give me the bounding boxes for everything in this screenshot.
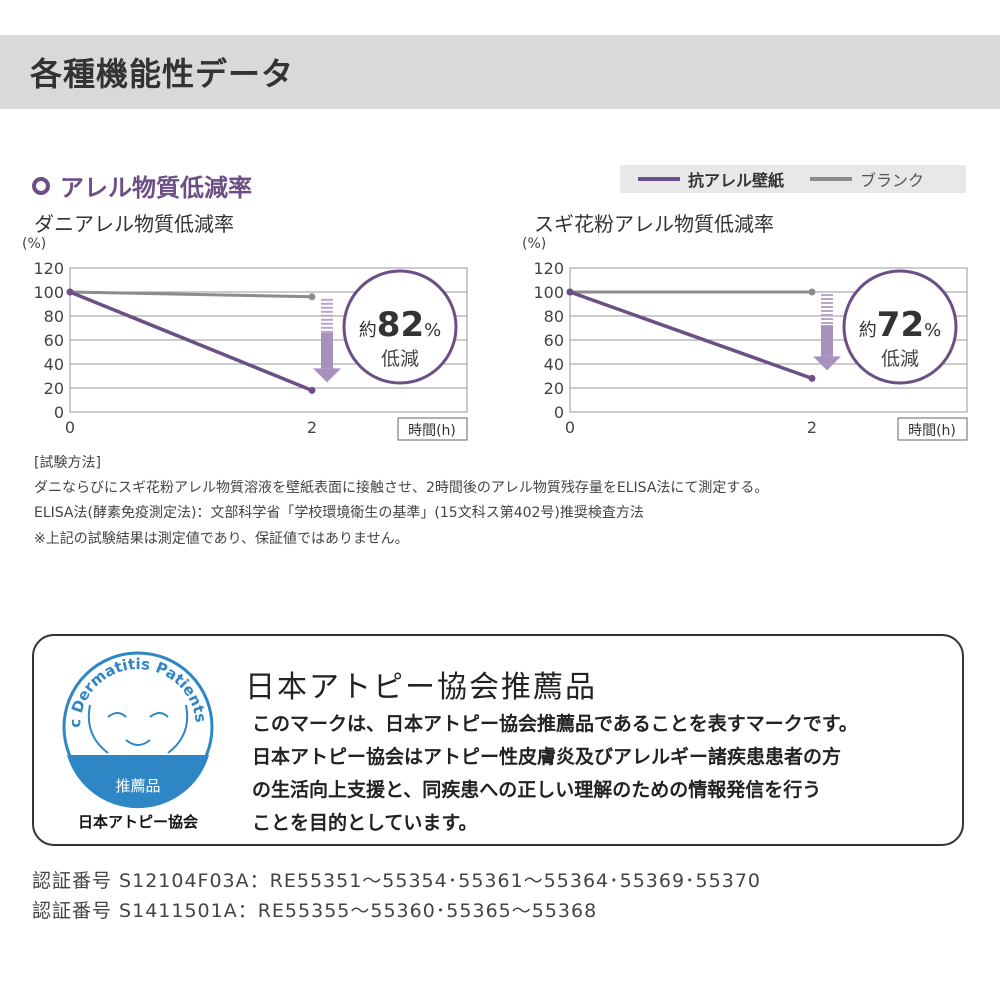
data-point <box>66 288 74 296</box>
badge-line: ことを目的としています。 <box>252 812 478 834</box>
method-note: ※上記の試験結果は測定値であり、保証値ではありません。 <box>34 531 409 547</box>
chart-title: ダニアレル物質低減率 <box>34 212 234 236</box>
y-tick-label: 40 <box>544 355 564 374</box>
badge-line: 日本アトピー協会はアトピー性皮膚炎及びアレルギー諸疾患患者の方 <box>252 746 842 768</box>
reduction-label: 低減 <box>881 348 919 370</box>
data-point <box>308 386 316 394</box>
method-heading: [試験方法] <box>34 455 101 471</box>
x-axis-label: 時間(h) <box>908 423 956 439</box>
series-line <box>69 290 313 299</box>
y-tick-label: 80 <box>44 307 64 326</box>
badge-line: の生活向上支援と、同疾患への正しい理解のための情報発信を行う <box>252 779 822 801</box>
down-arrow-icon <box>813 356 841 371</box>
y-tick-label: 60 <box>544 331 564 350</box>
x-tick-label: 0 <box>65 418 75 437</box>
certification-number: 認証番号 S12104F03A：RE55351〜55354･55361〜5536… <box>32 870 762 892</box>
series-line <box>569 290 813 381</box>
y-tick-label: 20 <box>544 379 564 398</box>
chart-title: スギ花粉アレル物質低減率 <box>534 212 774 236</box>
data-point <box>808 374 816 382</box>
logo-label: 推薦品 <box>115 777 160 795</box>
legend-label: ブランク <box>860 171 925 190</box>
legend: 抗アレル壁紙 ブランク <box>620 165 966 193</box>
y-tick-label: 100 <box>533 283 564 302</box>
reduction-value: 約72% <box>859 305 941 345</box>
arrow-shaft <box>821 325 833 357</box>
method-line: ダニならびにスギ花粉アレル物質溶液を壁紙表面に接触させ、2時間後のアレル物質残存… <box>34 480 769 496</box>
reduction-badge <box>842 269 958 385</box>
circle-bullet-icon <box>32 176 50 195</box>
certification-number: 認証番号 S1411501A：RE55355〜55360･55365〜55368 <box>32 900 598 922</box>
reduction-badge <box>342 269 458 385</box>
x-tick-label: 2 <box>807 418 817 437</box>
data-point <box>808 288 816 296</box>
data-point <box>308 293 316 301</box>
legend-label: 抗アレル壁紙 <box>688 171 785 190</box>
x-axis-label-box <box>397 417 468 441</box>
page-title: 各種機能性データ <box>30 55 295 93</box>
logo-org: 日本アトピー協会 <box>78 813 198 831</box>
y-tick-label: 60 <box>44 331 64 350</box>
data-point <box>566 288 574 296</box>
y-axis-unit: (%) <box>22 236 46 252</box>
arrow-shaft <box>321 332 333 369</box>
reduction-label: 低減 <box>381 348 419 370</box>
down-arrow-icon <box>313 368 341 383</box>
x-axis-label-box <box>897 417 968 441</box>
y-tick-label: 120 <box>533 259 564 278</box>
reduction-value: 約82% <box>359 305 441 345</box>
x-tick-label: 0 <box>565 418 575 437</box>
legend-line-gray <box>810 177 853 181</box>
y-tick-label: 20 <box>44 379 64 398</box>
legend-line-purple <box>638 177 680 181</box>
header-bar: 各種機能性データ <box>0 35 1000 109</box>
y-tick-label: 120 <box>33 259 64 278</box>
chart-mite: (%) 0 20 40 60 80 100 120 0 2 時間(h) 約82% 低減 <box>22 236 468 441</box>
x-tick-label: 2 <box>307 418 317 437</box>
y-tick-label: 0 <box>54 403 64 422</box>
y-tick-label: 80 <box>544 307 564 326</box>
section-title-text: アレル物質低減率 <box>60 174 252 202</box>
y-tick-label: 0 <box>554 403 564 422</box>
badge-line: このマークは、日本アトピー協会推薦品であることを表すマークです。 <box>252 713 858 735</box>
section-title: アレル物質低減率 <box>32 168 252 203</box>
chart-cedar: (%) 0 20 40 60 80 100 120 0 2 時間(h) 約72% 低減 <box>522 236 968 441</box>
badge-title: 日本アトピー協会推薦品 <box>245 670 597 705</box>
recommendation-box <box>32 634 964 846</box>
series-line <box>69 290 313 393</box>
y-tick-label: 100 <box>33 283 64 302</box>
atopy-association-logo: Japan Atopic Dermatitis Patients Associa… <box>50 645 214 831</box>
y-tick-label: 40 <box>44 355 64 374</box>
method-line: ELISA法(酵素免疫測定法)：文部科学省「学校環境衛生の基準」(15文科ス第4… <box>34 505 644 521</box>
x-axis-label: 時間(h) <box>408 423 456 439</box>
badge-description: このマークは、日本アトピー協会推薦品であることを表すマークです。 日本アトピー協… <box>252 708 858 840</box>
y-axis-unit: (%) <box>522 236 546 252</box>
